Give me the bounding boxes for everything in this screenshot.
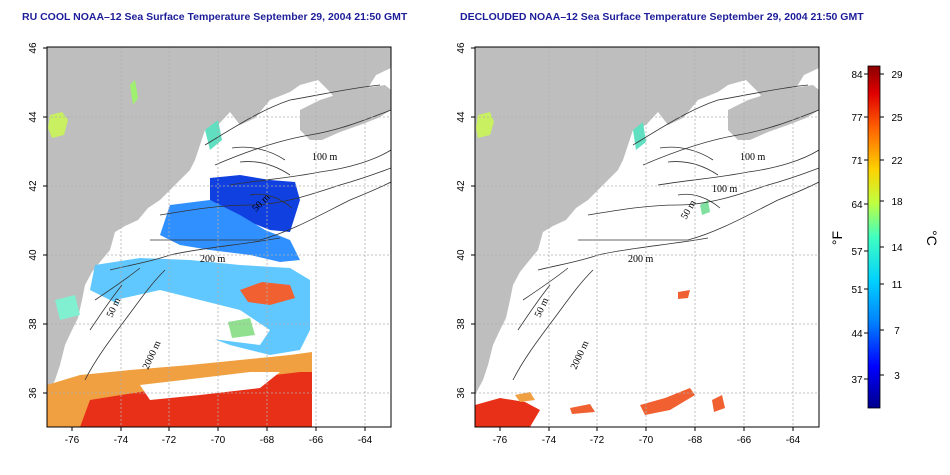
- left-panel-title: RU COOL NOAA–12 Sea Surface Temperature …: [22, 11, 408, 23]
- right-x-tick: -72: [590, 435, 605, 446]
- left-x-tick: -66: [309, 435, 324, 446]
- right-panel-title: DECLOUDED NOAA–12 Sea Surface Temperatur…: [460, 11, 864, 23]
- celsius-unit-label: °C: [924, 230, 940, 246]
- right-contour-label: 100 m: [712, 184, 738, 195]
- left-y-tick: 36: [28, 387, 39, 399]
- left-y-axis: 46 44 42 40 38 36: [28, 42, 47, 399]
- temperature-colorbar: 84 77 71 64 57 51 44 37 29 25 22 18 14 1…: [829, 65, 940, 409]
- right-x-tick: -64: [786, 435, 801, 446]
- left-y-tick: 40: [28, 249, 39, 261]
- right-x-tick: -68: [688, 435, 703, 446]
- right-y-tick: 44: [456, 111, 467, 123]
- left-y-tick: 38: [28, 318, 39, 330]
- left-x-tick: -68: [260, 435, 275, 446]
- right-x-tick: -74: [542, 435, 557, 446]
- fahrenheit-tick: 51: [851, 285, 863, 296]
- left-x-tick: -74: [114, 435, 129, 446]
- fahrenheit-tick: 44: [851, 329, 863, 340]
- right-y-tick: 40: [456, 249, 467, 261]
- left-map-land: [47, 47, 391, 395]
- fahrenheit-unit-label: °F: [829, 231, 845, 245]
- left-contour-label: 200 m: [200, 254, 226, 265]
- right-y-tick: 46: [456, 42, 467, 54]
- left-sst-data: [47, 80, 312, 427]
- fahrenheit-tick: 84: [851, 70, 863, 81]
- right-x-tick: -66: [737, 435, 752, 446]
- left-bathymetry-contours: [84, 84, 391, 381]
- fahrenheit-tick: 57: [851, 247, 863, 258]
- celsius-tick: 22: [891, 156, 903, 167]
- left-x-axis: -76 -74 -72 -70 -68 -66 -64: [65, 427, 373, 446]
- celsius-tick: 29: [891, 70, 903, 81]
- right-x-tick: -70: [639, 435, 654, 446]
- right-contour-label: 100 m: [740, 152, 766, 163]
- left-x-tick: -76: [65, 435, 80, 446]
- celsius-tick: 3: [894, 371, 900, 382]
- right-y-axis: 46 44 42 40 38 36: [456, 42, 475, 399]
- left-y-tick: 42: [28, 180, 39, 192]
- right-bathymetry-contours: [512, 84, 819, 381]
- right-contour-label: 200 m: [628, 254, 654, 265]
- right-x-tick: -76: [493, 435, 508, 446]
- right-y-tick: 42: [456, 180, 467, 192]
- right-map-panel: 100 m 100 m 50 m 200 m 50 m 2000 m -76 -…: [456, 42, 820, 446]
- left-y-tick: 46: [28, 42, 39, 54]
- left-map-panel: 100 m 50 m 200 m 50 m 2000 m -76 -74 -72…: [28, 42, 392, 446]
- left-x-tick: -64: [358, 435, 373, 446]
- left-contour-label: 100 m: [312, 152, 338, 163]
- right-sst-data: [475, 112, 725, 427]
- celsius-tick: 25: [891, 113, 903, 124]
- celsius-tick: 18: [891, 197, 903, 208]
- left-x-tick: -70: [211, 435, 226, 446]
- right-y-tick: 38: [456, 318, 467, 330]
- celsius-tick: 7: [894, 326, 900, 337]
- right-y-tick: 36: [456, 387, 467, 399]
- fahrenheit-tick: 71: [851, 156, 863, 167]
- right-map-gridlines: [475, 47, 819, 427]
- right-map-land: [475, 47, 819, 395]
- right-map-frame: [474, 46, 820, 428]
- fahrenheit-tick: 37: [851, 375, 863, 386]
- left-map-gridlines: [47, 47, 391, 427]
- colorbar-gradient: [867, 65, 881, 409]
- left-x-tick: -72: [162, 435, 177, 446]
- celsius-tick: 11: [892, 280, 903, 291]
- celsius-tick: 14: [891, 243, 903, 254]
- fahrenheit-tick: 77: [851, 113, 863, 124]
- fahrenheit-tick: 64: [851, 200, 863, 211]
- left-y-tick: 44: [28, 111, 39, 123]
- left-map-frame: [46, 46, 392, 428]
- right-x-axis: -76 -74 -72 -70 -68 -66 -64: [493, 427, 801, 446]
